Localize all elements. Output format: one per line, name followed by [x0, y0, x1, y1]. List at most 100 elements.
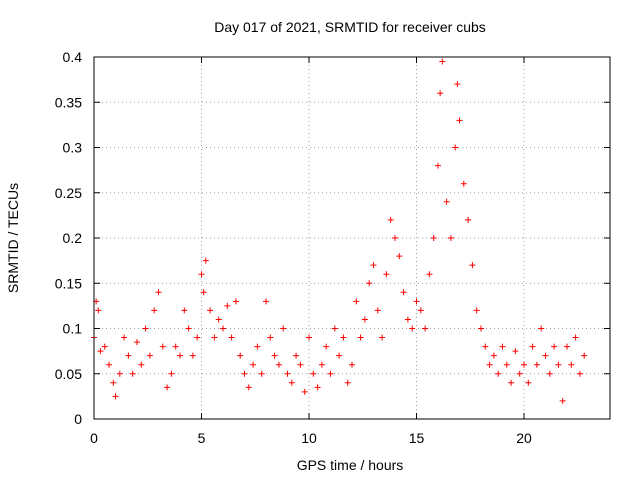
data-point	[473, 307, 480, 314]
data-point	[379, 334, 386, 341]
data-point	[555, 361, 562, 368]
y-tick-label: 0.2	[63, 230, 83, 246]
data-point	[508, 379, 515, 386]
data-point	[499, 343, 506, 350]
data-point	[383, 271, 390, 278]
data-point	[469, 262, 476, 269]
data-point	[245, 384, 252, 391]
data-point	[460, 180, 467, 187]
data-point	[581, 352, 588, 359]
data-point	[437, 90, 444, 97]
data-point	[224, 302, 231, 309]
y-tick-label: 0.25	[55, 185, 82, 201]
data-point	[340, 334, 347, 341]
data-point	[546, 370, 553, 377]
data-point	[478, 325, 484, 332]
data-point	[422, 325, 429, 332]
data-point	[101, 343, 108, 350]
data-point	[202, 257, 209, 264]
data-point	[95, 307, 102, 314]
data-point	[263, 298, 269, 305]
data-point	[134, 339, 140, 346]
data-point	[430, 235, 437, 241]
data-point	[194, 334, 201, 341]
data-point	[200, 289, 207, 296]
data-point	[503, 361, 510, 368]
data-point	[404, 316, 411, 323]
data-point	[125, 352, 132, 359]
data-point	[215, 316, 222, 323]
data-point	[97, 348, 104, 355]
data-point	[327, 370, 334, 377]
data-point	[344, 379, 351, 386]
data-point	[396, 253, 403, 260]
data-point	[271, 352, 278, 359]
y-tick-label: 0.05	[55, 366, 82, 382]
data-point	[533, 361, 540, 368]
data-point	[392, 235, 398, 241]
data-point	[413, 298, 420, 305]
data-point	[443, 198, 450, 205]
data-point	[155, 289, 162, 296]
grid-lines	[94, 57, 610, 419]
x-tick-label: 10	[301, 430, 317, 446]
data-point	[409, 325, 416, 332]
data-point	[495, 370, 502, 377]
data-point	[417, 307, 424, 314]
data-point	[366, 280, 373, 287]
data-point	[250, 361, 257, 368]
data-point	[529, 343, 536, 350]
data-point	[168, 370, 175, 377]
data-point	[521, 361, 527, 368]
data-point	[177, 352, 183, 359]
data-point	[198, 271, 205, 278]
data-point	[349, 361, 355, 368]
data-point	[306, 334, 312, 341]
data-point	[452, 144, 459, 151]
data-point	[331, 325, 338, 332]
chart-title: Day 017 of 2021, SRMTID for receiver cub…	[214, 19, 486, 35]
data-point	[121, 334, 128, 341]
data-point	[370, 262, 377, 269]
data-point	[237, 352, 244, 359]
data-point	[318, 361, 325, 368]
x-tick-label: 0	[90, 430, 98, 446]
data-point	[241, 370, 248, 377]
data-point	[297, 361, 304, 368]
data-point	[374, 307, 381, 314]
data-points	[91, 58, 588, 404]
data-point	[159, 343, 166, 350]
data-point	[486, 361, 493, 368]
data-point	[181, 307, 188, 314]
data-point	[525, 379, 532, 386]
y-tick-label: 0.4	[63, 49, 83, 65]
data-point	[353, 298, 360, 305]
y-tick-label: 0.35	[55, 94, 82, 110]
data-point	[288, 379, 295, 386]
data-point	[129, 370, 136, 377]
data-point	[435, 162, 441, 169]
data-point	[572, 334, 579, 341]
data-point	[116, 370, 123, 377]
data-point	[151, 307, 158, 314]
data-point	[426, 271, 433, 278]
data-point	[106, 361, 113, 368]
data-point	[336, 352, 343, 359]
data-point	[301, 388, 308, 395]
data-point	[293, 352, 300, 359]
axis-ticks: 0 5 10 15 20 0 0.05 0.1 0.15 0.2 0.25 0.3 0.35 0.4	[55, 49, 610, 446]
data-point	[551, 343, 558, 350]
data-point	[207, 307, 214, 314]
data-point	[112, 393, 119, 400]
x-axis-label: GPS time / hours	[297, 457, 404, 473]
data-point	[275, 361, 282, 368]
data-point	[267, 334, 274, 341]
data-point	[465, 216, 472, 223]
x-tick-label: 15	[409, 430, 425, 446]
data-point	[172, 343, 179, 350]
data-point	[576, 370, 583, 377]
data-point	[254, 343, 261, 350]
data-point	[400, 289, 407, 296]
x-tick-label: 5	[198, 430, 206, 446]
